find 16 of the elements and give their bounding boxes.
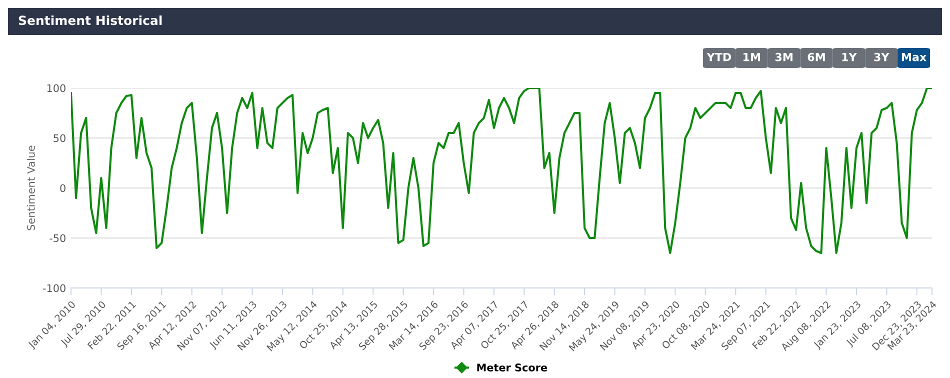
y-tick-label: -100 (43, 284, 66, 292)
y-axis-title: Sentiment Value (26, 146, 35, 230)
legend-label: Meter Score (477, 364, 548, 372)
y-tick-label: -50 (50, 234, 66, 242)
text: YTD (706, 52, 732, 62)
text: 1M (744, 52, 760, 62)
line-series (71, 88, 932, 254)
y-tick-label: 100 (47, 84, 66, 92)
text: 6M (808, 52, 825, 62)
text: 1Y (842, 52, 857, 62)
chart-title: Sentiment Historical (18, 15, 162, 26)
y-tick-label: 0 (60, 184, 66, 192)
text: 3Y (874, 52, 890, 62)
text: 3M (775, 52, 792, 62)
text: Max (902, 52, 926, 62)
y-tick-label: 50 (54, 134, 66, 142)
